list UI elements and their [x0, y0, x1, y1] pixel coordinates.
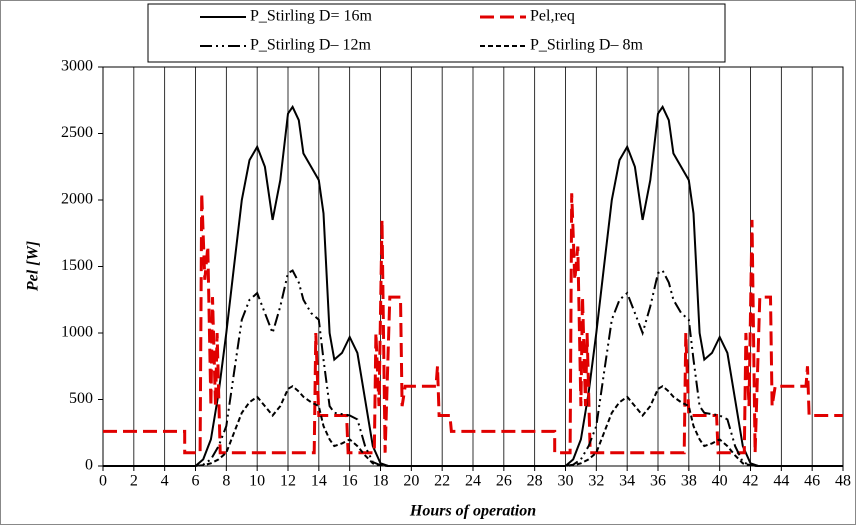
- x-tick-label: 36: [650, 473, 666, 490]
- x-tick-label: 0: [99, 473, 107, 490]
- legend: [147, 3, 726, 63]
- x-tick-label: 40: [712, 473, 728, 490]
- x-tick-label: 34: [619, 473, 635, 490]
- x-tick-label: 2: [130, 473, 138, 490]
- series-line: [103, 384, 843, 467]
- y-axis-label: Pel [W]: [25, 241, 42, 292]
- x-tick-label: 26: [496, 473, 512, 490]
- x-tick-label: 12: [280, 473, 296, 490]
- x-tick-label: 24: [465, 473, 481, 490]
- y-tick-label: 1000: [61, 324, 93, 341]
- legend-label: Pel,req: [530, 8, 575, 25]
- x-tick-label: 6: [192, 473, 200, 490]
- x-axis-label: Hours of operation: [409, 503, 536, 520]
- x-tick-label: 28: [527, 473, 543, 490]
- y-tick-label: 2000: [61, 191, 93, 208]
- y-tick-label: 1500: [61, 257, 93, 274]
- x-tick-label: 32: [588, 473, 604, 490]
- legend-label: P_Stirling D= 16m: [250, 8, 372, 25]
- series-line: [103, 193, 843, 455]
- x-tick-label: 4: [161, 473, 169, 490]
- y-tick-label: 500: [69, 390, 93, 407]
- y-tick-label: 3000: [61, 58, 93, 75]
- x-tick-label: 46: [804, 473, 820, 490]
- x-tick-label: 18: [373, 473, 389, 490]
- legend-label: P_Stirling D– 8m: [530, 37, 643, 54]
- x-tick-label: 8: [222, 473, 230, 490]
- x-tick-label: 20: [403, 473, 419, 490]
- x-tick-label: 10: [249, 473, 265, 490]
- x-tick-label: 42: [743, 473, 759, 490]
- x-tick-label: 14: [311, 473, 327, 490]
- y-tick-label: 0: [85, 457, 93, 474]
- x-tick-label: 38: [681, 473, 697, 490]
- x-tick-label: 44: [773, 473, 789, 490]
- x-tick-label: 22: [434, 473, 450, 490]
- x-tick-label: 30: [558, 473, 574, 490]
- legend-label: P_Stirling D– 12m: [250, 37, 371, 54]
- y-tick-label: 2500: [61, 124, 93, 141]
- x-tick-label: 48: [835, 473, 851, 490]
- x-tick-label: 16: [342, 473, 358, 490]
